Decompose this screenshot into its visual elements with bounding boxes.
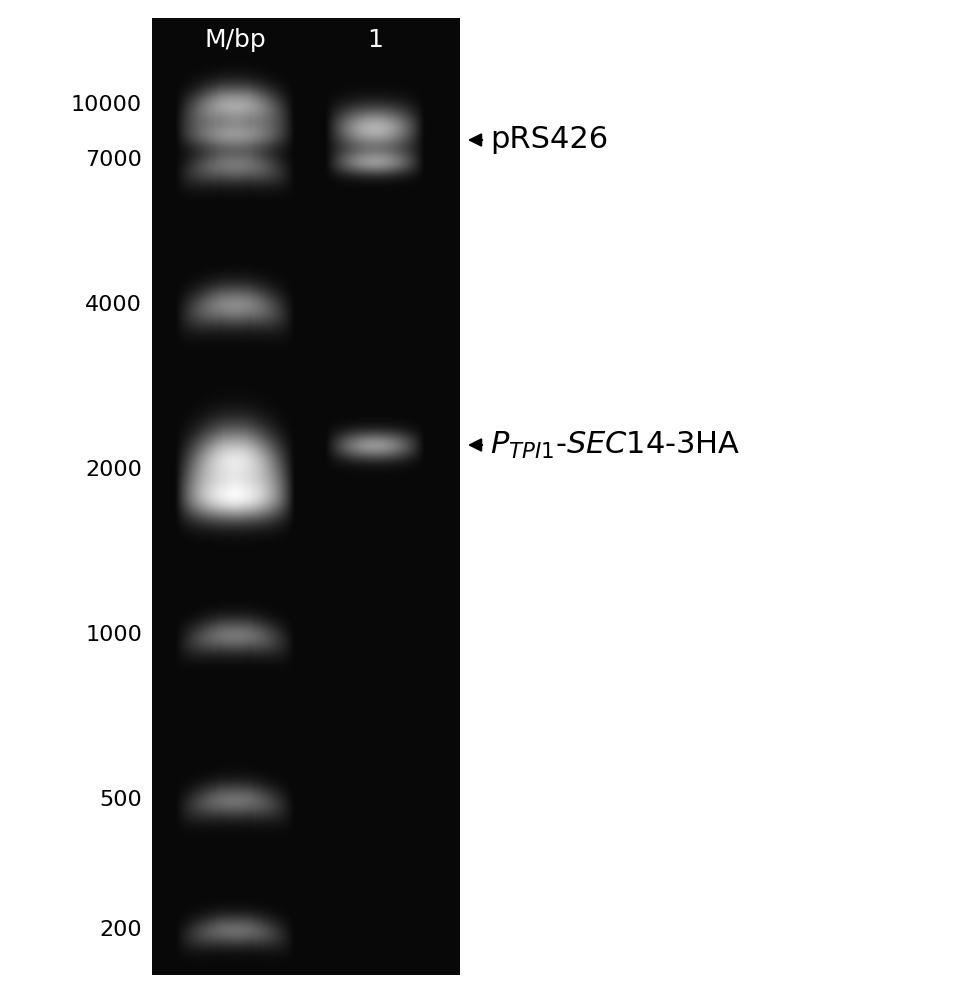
Text: 200: 200	[99, 920, 142, 940]
Text: 4000: 4000	[85, 295, 142, 315]
Text: M/bp: M/bp	[205, 28, 266, 52]
Text: $\mathit{P}_{\mathit{TPI1}}$-$\mathit{SEC14}$-3HA: $\mathit{P}_{\mathit{TPI1}}$-$\mathit{SE…	[490, 429, 739, 461]
Text: 10000: 10000	[71, 95, 142, 115]
Text: 500: 500	[99, 790, 142, 810]
Text: 2000: 2000	[85, 460, 142, 480]
Text: 1000: 1000	[85, 625, 142, 645]
Text: 7000: 7000	[85, 150, 142, 170]
Text: 1: 1	[367, 28, 383, 52]
Text: pRS426: pRS426	[490, 125, 608, 154]
